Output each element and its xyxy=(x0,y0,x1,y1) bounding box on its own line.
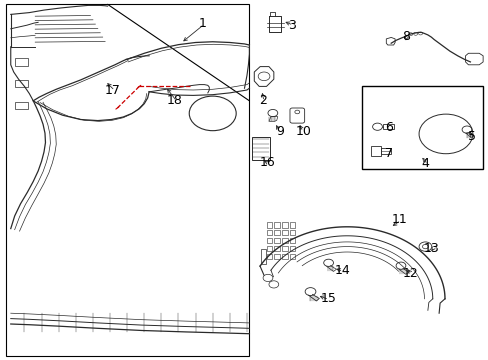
Text: 18: 18 xyxy=(167,94,183,107)
Text: 13: 13 xyxy=(423,242,438,255)
Bar xyxy=(282,238,287,243)
Bar xyxy=(282,254,287,259)
Bar xyxy=(289,238,295,243)
Text: 12: 12 xyxy=(402,267,418,280)
Text: 9: 9 xyxy=(275,125,283,138)
Bar xyxy=(274,230,279,235)
Bar xyxy=(15,80,28,87)
Bar xyxy=(282,246,287,251)
Bar xyxy=(282,230,287,235)
Text: 17: 17 xyxy=(104,84,120,96)
Bar xyxy=(361,86,482,169)
Text: 11: 11 xyxy=(391,213,407,226)
Bar xyxy=(289,246,295,251)
Bar xyxy=(289,222,295,228)
Text: 4: 4 xyxy=(421,157,428,170)
Bar xyxy=(266,230,271,235)
Bar xyxy=(15,102,28,109)
Bar xyxy=(383,124,393,129)
Bar xyxy=(274,238,279,243)
Bar xyxy=(274,222,279,228)
Text: 7: 7 xyxy=(384,147,392,159)
Text: 10: 10 xyxy=(295,125,310,138)
Bar xyxy=(370,146,381,156)
Text: 6: 6 xyxy=(384,121,392,134)
Text: 2: 2 xyxy=(259,94,266,107)
Bar xyxy=(6,4,249,356)
Text: 5: 5 xyxy=(467,130,475,143)
Bar xyxy=(266,238,271,243)
Text: 14: 14 xyxy=(334,264,349,277)
Text: 15: 15 xyxy=(320,292,336,305)
Bar xyxy=(381,148,390,154)
Bar xyxy=(266,222,271,228)
Bar xyxy=(274,246,279,251)
Bar xyxy=(251,137,270,160)
Bar xyxy=(289,230,295,235)
Bar xyxy=(289,254,295,259)
Text: 3: 3 xyxy=(288,19,296,32)
Text: 16: 16 xyxy=(260,156,275,169)
Text: 8: 8 xyxy=(401,30,409,42)
Bar xyxy=(261,249,265,264)
Text: 1: 1 xyxy=(199,17,206,30)
Bar xyxy=(266,254,271,259)
Bar xyxy=(282,222,287,228)
Bar xyxy=(274,254,279,259)
Bar xyxy=(266,246,271,251)
Bar xyxy=(15,58,28,66)
